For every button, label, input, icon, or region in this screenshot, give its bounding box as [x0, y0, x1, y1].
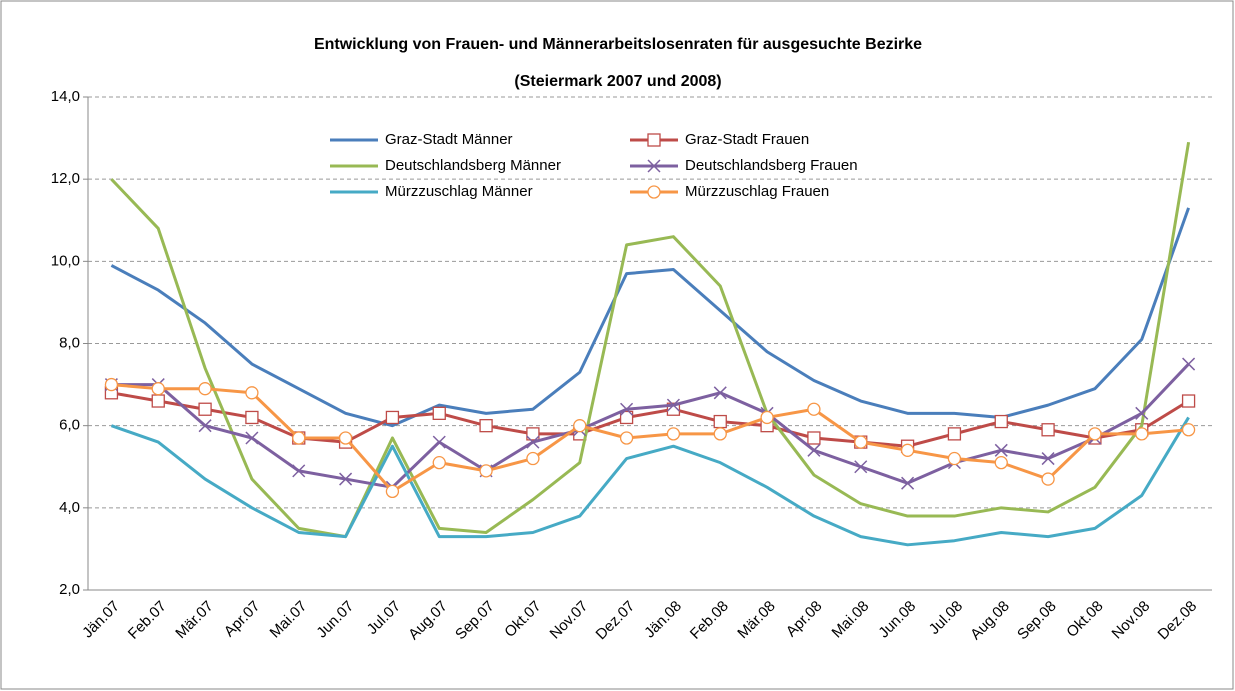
marker [647, 133, 661, 147]
marker [1088, 427, 1102, 441]
marker [994, 455, 1008, 470]
marker [432, 455, 446, 470]
marker [526, 451, 540, 466]
marker [647, 159, 661, 173]
marker [151, 382, 165, 396]
marker [385, 410, 400, 425]
marker [1041, 472, 1055, 486]
marker [807, 431, 821, 445]
marker [807, 443, 821, 457]
y-tick-label: 12,0 [51, 170, 80, 187]
legend-label: Deutschlandsberg Männer [385, 157, 561, 174]
marker [1135, 406, 1149, 420]
marker [647, 185, 661, 199]
series-line [110, 141, 1191, 539]
legend-label: Graz-Stadt Männer [385, 131, 513, 148]
marker [994, 443, 1008, 457]
series-line [110, 207, 1190, 428]
marker [104, 377, 119, 392]
marker [526, 435, 540, 449]
marker [198, 419, 212, 433]
series-line [110, 416, 1190, 547]
y-tick-label: 8,0 [59, 334, 80, 351]
marker [245, 410, 259, 425]
marker [713, 414, 727, 429]
marker [760, 410, 774, 425]
marker [947, 451, 962, 466]
marker [151, 394, 165, 408]
marker [292, 464, 306, 478]
marker [713, 427, 727, 441]
marker [901, 476, 915, 490]
legend-label: Mürzzuschlag Frauen [685, 183, 829, 200]
marker [713, 386, 727, 400]
marker [666, 427, 681, 441]
marker [1041, 423, 1055, 437]
marker [1181, 423, 1196, 437]
marker [619, 431, 634, 445]
marker [338, 431, 353, 445]
marker [292, 431, 306, 445]
marker [479, 464, 493, 478]
marker [1135, 427, 1149, 441]
marker [807, 402, 821, 416]
chart-title: Entwicklung von Frauen- und Männerarbeit… [314, 36, 922, 53]
marker [854, 435, 868, 449]
chart-subtitle: (Steiermark 2007 und 2008) [514, 73, 721, 90]
legend-label: Deutschlandsberg Frauen [685, 157, 858, 174]
marker [573, 419, 587, 433]
marker [1182, 357, 1196, 371]
marker [526, 427, 540, 441]
marker [994, 414, 1008, 429]
marker [1181, 394, 1196, 408]
marker [854, 460, 868, 474]
series-line [111, 383, 1189, 493]
marker [666, 398, 680, 412]
legend-label: Mürzzuschlag Männer [385, 183, 533, 200]
marker [900, 443, 915, 457]
marker [245, 386, 259, 400]
marker [619, 410, 634, 425]
y-tick-label: 4,0 [59, 499, 80, 516]
y-tick-label: 10,0 [51, 252, 80, 269]
y-tick-label: 6,0 [59, 417, 80, 434]
series-line [111, 391, 1190, 448]
marker [479, 419, 493, 433]
marker [432, 435, 446, 449]
marker [385, 484, 400, 499]
marker [432, 406, 446, 420]
marker [1041, 452, 1055, 466]
marker [198, 382, 212, 396]
marker [245, 431, 259, 445]
marker [620, 402, 634, 416]
y-tick-label: 14,0 [51, 88, 80, 105]
y-tick-label: 2,0 [59, 581, 80, 598]
marker [198, 402, 212, 416]
series-line [111, 363, 1190, 489]
legend-label: Graz-Stadt Frauen [685, 131, 809, 148]
marker [947, 427, 962, 441]
marker [339, 472, 353, 486]
